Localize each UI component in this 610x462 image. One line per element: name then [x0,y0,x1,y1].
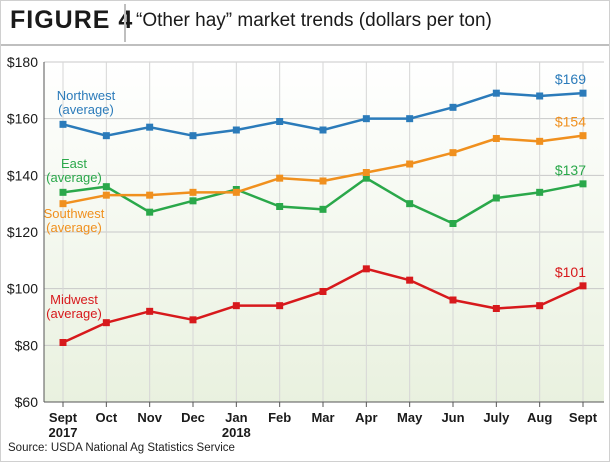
data-point-northwest [319,126,327,134]
y-axis: $60 $80 $100 $120 $140 $160 $180 [7,54,45,410]
data-point-midwest [579,282,587,290]
x-tick-label: Nov [137,410,162,425]
data-point-midwest [146,307,154,315]
header-divider [124,4,126,42]
y-tick-label: $180 [7,54,38,70]
data-point-midwest [406,276,414,284]
x-tick-label: Sept [49,410,78,425]
data-point-east [492,194,500,202]
data-point-east [102,183,110,191]
y-tick-label: $80 [15,337,39,353]
series-lines [59,89,587,346]
y-tick-label: $60 [15,394,39,410]
x-tick-label: Dec [181,410,205,425]
series-sublabel-northwest: (average) [58,102,114,117]
gridlines [44,61,604,403]
y-tick-label: $100 [7,281,38,297]
data-point-midwest [492,305,500,312]
x-tick-label: Mar [311,410,334,425]
series-sublabel-midwest: (average) [46,306,102,321]
x-tick-label: Aug [527,410,552,425]
data-point-northwest [492,89,500,97]
figure-header: FIGURE 4 “Other hay” market trends (doll… [0,0,610,46]
x-tick-label: Sept [569,410,598,425]
series-sublabel-east: (average) [46,170,102,185]
x-tick-sublabel: 2018 [222,425,251,440]
data-point-east [579,180,587,188]
data-point-northwest [579,89,587,97]
data-point-northwest [406,115,414,123]
x-tick-label: Jan [225,410,247,425]
series-name-label-northwest: Northwest [57,88,116,103]
x-tick-label: Jun [441,410,464,425]
data-point-southwest [406,160,414,168]
series-name-label-southwest: Southwest [44,206,105,221]
data-point-southwest [232,188,240,196]
data-point-midwest [189,316,197,324]
source-note: Source: USDA National Ag Statistics Serv… [8,442,235,454]
data-point-east [406,200,414,208]
data-point-northwest [536,92,544,100]
data-point-east [362,174,370,182]
x-tick-label: Feb [268,410,291,425]
data-point-midwest [232,302,240,310]
data-point-east [276,203,284,210]
data-point-northwest [362,115,370,123]
data-point-midwest [319,288,327,295]
data-point-northwest [276,118,284,125]
data-point-east [59,188,67,196]
data-point-midwest [276,302,284,310]
data-point-midwest [362,265,370,273]
data-point-southwest [536,137,544,145]
data-point-northwest [102,132,110,140]
data-point-northwest [146,123,154,131]
data-point-southwest [319,177,327,185]
data-point-southwest [102,191,110,199]
data-point-east [536,188,544,196]
x-tick-sublabel: 2017 [49,425,78,440]
end-value-label-northwest: $169 [555,71,586,87]
data-point-midwest [102,319,110,327]
data-point-northwest [232,126,240,134]
end-value-label-southwest: $154 [555,114,586,130]
data-point-northwest [449,103,457,111]
data-point-southwest [449,149,457,157]
data-point-southwest [59,200,67,208]
data-point-midwest [59,339,67,346]
data-point-southwest [146,191,154,199]
x-tick-label: May [397,410,423,425]
end-value-label-midwest: $101 [555,264,586,280]
data-point-southwest [189,188,197,196]
end-value-label-east: $137 [555,162,586,178]
data-point-east [319,205,327,213]
chart-title: “Other hay” market trends (dollars per t… [136,10,492,31]
data-point-northwest [189,132,197,140]
data-point-east [449,220,457,227]
y-tick-label: $140 [7,167,38,183]
data-point-midwest [449,296,457,304]
data-point-southwest [276,174,284,182]
series-sublabel-southwest: (average) [46,220,102,235]
data-point-southwest [579,132,587,140]
figure-label: FIGURE 4 [10,6,134,34]
data-point-southwest [492,135,500,142]
data-point-midwest [536,302,544,310]
data-point-east [189,197,197,205]
series-name-label-east: East [61,156,87,171]
y-tick-label: $120 [7,224,38,240]
data-point-southwest [362,169,370,176]
x-tick-label: Apr [355,410,377,425]
series-name-label-midwest: Midwest [50,292,98,307]
data-point-northwest [59,120,67,128]
x-tick-label: Oct [95,410,117,425]
x-tick-label: July [483,410,510,425]
data-point-east [146,208,154,216]
y-tick-label: $160 [7,111,38,127]
